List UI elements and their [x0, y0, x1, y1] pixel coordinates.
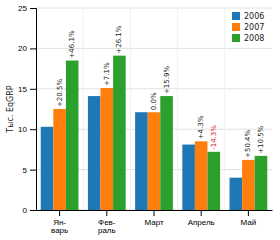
x-tick-mark — [201, 210, 202, 216]
group-separator — [83, 8, 84, 210]
legend-item: 2006 — [232, 12, 264, 21]
annotation: +50.4% — [244, 129, 252, 157]
legend-swatch — [232, 12, 240, 20]
x-tick-label: Апрель — [188, 218, 215, 227]
bar — [88, 96, 101, 210]
legend-swatch — [232, 23, 240, 31]
bar — [113, 56, 126, 210]
annotation: +10.5% — [257, 125, 265, 153]
x-tick: Фев-раль — [98, 210, 116, 235]
bar — [230, 178, 243, 210]
bar — [195, 141, 208, 210]
bars — [41, 56, 268, 210]
bar — [101, 88, 114, 210]
y-tick: 25 — [18, 4, 36, 13]
y-tick-label: 0 — [23, 206, 28, 215]
x-tick: Май — [241, 210, 257, 227]
y-tick-mark — [30, 210, 36, 211]
annotation: 0.0% — [150, 92, 158, 110]
legend: 2006 2007 2008 — [232, 12, 264, 43]
annotation: +26.1% — [115, 25, 123, 53]
legend-label: 2008 — [244, 34, 264, 43]
separators — [83, 8, 225, 210]
bar — [182, 145, 195, 210]
bar — [207, 152, 220, 210]
y-axis-title: Тыс. EqGRP — [6, 85, 15, 134]
bar — [135, 112, 148, 210]
x-tick-label: Ян-варь — [51, 218, 68, 235]
annotation: +15.9% — [163, 66, 171, 94]
x-tick-label: Март — [144, 218, 163, 227]
y-tick-mark — [30, 170, 36, 171]
bar — [148, 112, 161, 210]
x-tick-mark — [154, 210, 155, 216]
bar — [41, 127, 54, 210]
x-tick-mark — [248, 210, 249, 216]
plot: +20.5% +7.1% 0.0% +4.3% +50.4% +46.1% +26.1% +1… — [18, 4, 272, 235]
x-tick-mark — [106, 210, 107, 216]
y-tick-label: 15 — [18, 85, 27, 94]
chart: +20.5% +7.1% 0.0% +4.3% +50.4% +46.1% +26.1% +1… — [0, 0, 280, 240]
bar-series — [53, 88, 254, 210]
y-tick-label: 5 — [23, 166, 28, 175]
y-tick: 20 — [18, 44, 36, 53]
y-tick-mark — [30, 129, 36, 130]
x-tick: Март — [144, 210, 163, 227]
legend-swatch — [232, 34, 240, 42]
x-tick: Ян-варь — [51, 210, 68, 235]
annotation: +20.5% — [56, 79, 64, 107]
annotation: -14.3% — [210, 125, 218, 150]
y-tick: 10 — [18, 125, 36, 134]
bar — [255, 156, 268, 210]
bar — [53, 109, 66, 210]
annotation: +46.1% — [68, 30, 76, 58]
group-separator — [130, 8, 131, 210]
x-tick-label: Май — [241, 218, 257, 227]
y-tick: 15 — [18, 85, 36, 94]
bar — [160, 96, 173, 210]
y-tick-mark — [30, 8, 36, 9]
x-tick-label: Фев-раль — [98, 218, 116, 235]
annotations: +20.5% +7.1% 0.0% +4.3% +50.4% +46.1% +26.1% +1… — [56, 25, 265, 158]
y-tick: 0 — [23, 206, 36, 215]
legend-label: 2006 — [244, 12, 264, 21]
y-tick-mark — [30, 48, 36, 49]
y-tick-label: 25 — [18, 4, 27, 13]
bar — [242, 160, 255, 210]
annotation: +4.3% — [197, 115, 205, 139]
x-tick-mark — [59, 210, 60, 216]
legend-item: 2007 — [232, 23, 264, 32]
bar-series — [66, 56, 267, 210]
y-tick-label: 20 — [18, 44, 27, 53]
bar — [66, 61, 79, 210]
x-axis: Ян-варь Фев-раль Март Апрель Май — [37, 210, 273, 235]
grid-line — [36, 8, 272, 9]
y-tick: 5 — [23, 166, 36, 175]
x-tick: Апрель — [188, 210, 215, 227]
y-axis: 0 5 10 15 20 25 — [18, 4, 36, 215]
legend-item: 2008 — [232, 34, 264, 43]
y-tick-label: 10 — [18, 125, 27, 134]
grid — [36, 8, 272, 210]
y-axis-line — [30, 9, 37, 211]
y-tick-mark — [30, 89, 36, 90]
group-separator — [224, 8, 225, 210]
group-separator — [177, 8, 178, 210]
legend-label: 2007 — [244, 23, 264, 32]
annotation: +7.1% — [103, 62, 111, 86]
